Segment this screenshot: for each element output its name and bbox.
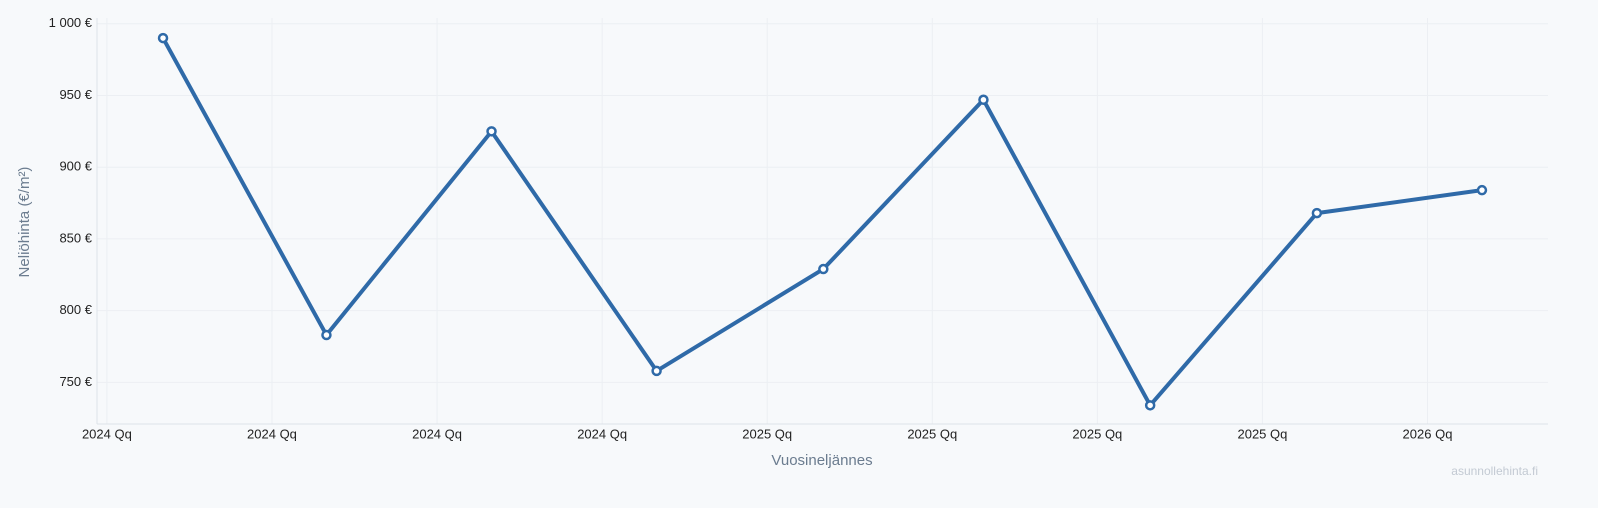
y-tick-label: 950 € [59,87,92,102]
point [157,32,169,44]
x-tick-label: 2024 Qq [412,426,462,441]
watermark: asunnollehinta.fi [1451,464,1538,478]
y-tick-label: 1 000 € [49,15,93,30]
y-tick-label: 900 € [59,159,92,174]
y-tick-label: 800 € [59,302,92,317]
x-tick-label: 2025 Qq [1072,426,1122,441]
point [818,263,829,275]
x-tick-label: 2024 Qq [247,426,297,441]
point [978,94,989,106]
x-tick-label: 2024 Qq [82,426,132,441]
x-axis-label: Vuosineljännes [771,452,872,469]
point [486,126,497,137]
point [1311,207,1323,219]
y-tick-label: 850 € [59,230,92,245]
x-tick-label: 2025 Qq [742,426,792,441]
point [321,329,332,341]
y-axis-label: Neliöhinta (€/m²) [16,167,33,278]
line [161,37,1483,408]
point [651,365,662,377]
y-tick-label: 750 € [59,374,92,389]
x-tick-label: 2025 Qq [1237,426,1287,441]
x-tick-label: 2025 Qq [907,426,957,441]
x-tick-label: 2026 Qq [1403,426,1453,441]
point [1144,400,1156,411]
point [1476,184,1488,196]
x-tick-label: 2024 Qq [577,426,627,441]
